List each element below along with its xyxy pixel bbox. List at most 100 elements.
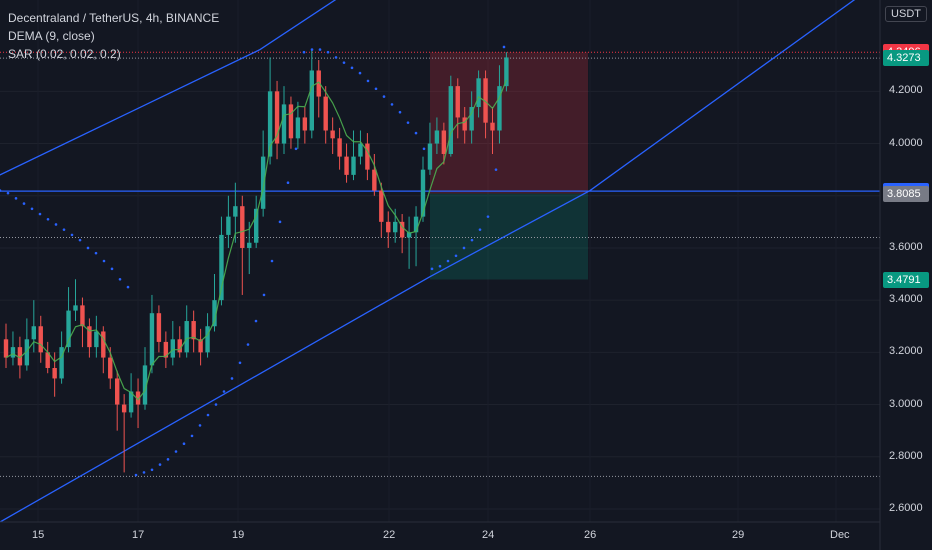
time-tick-label: Dec [830,529,850,541]
sar-dot [302,50,306,54]
candle-body [413,216,419,233]
candle-body [10,347,16,358]
sar-dot [134,473,138,477]
indicator-sar-label[interactable]: SAR (0.02, 0.02, 0.2) [8,47,121,61]
sar-dot [174,450,178,453]
candle-body [448,86,453,154]
candle-body [351,156,356,175]
candle-body [267,91,273,157]
candle-body [52,368,57,379]
sar-dot [198,424,202,427]
currency-button[interactable]: USDT [885,6,927,22]
dema-path [5,79,507,401]
candle-body [205,326,210,353]
candle-body [240,206,245,248]
sar-dot [206,413,210,417]
candle-body [476,78,481,108]
trend-channel[interactable] [0,0,930,523]
candle-body [254,208,259,243]
indicator-dema-label[interactable]: DEMA (9, close) [8,29,95,43]
stop-loss-zone [430,52,588,194]
sar-dot [190,434,194,438]
sar-dot [406,121,410,124]
time-tick-label: 15 [32,529,45,541]
price-badge-last: 4.3273 [883,50,929,67]
sar-dot [254,319,258,323]
candle-body [295,117,301,139]
candle-body [212,300,217,327]
sar-dot [182,442,186,446]
price-tick-label: 4.0000 [889,136,923,149]
sar-dot [30,207,34,211]
sar-dot [230,377,234,380]
candle-body [184,321,189,353]
chart-legend: Decentraland / TetherUS, 4h, BINANCE DEM… [8,9,219,63]
candle-body [393,221,398,233]
candle-body [170,339,175,358]
candle-body [434,130,440,144]
sar-dot [390,103,394,106]
candle-body [191,321,196,340]
candle-body [80,305,85,327]
sar-dot [342,61,346,64]
position-zones [430,52,588,280]
candle-body [59,347,64,379]
sar-dot [14,197,18,200]
sar-dot [46,217,50,221]
time-tick-label: 19 [232,529,245,541]
sar-dot [214,403,218,406]
price-tick-label: 2.8000 [889,449,923,462]
take-profit-zone [430,193,588,280]
price-tick-label: 2.6000 [889,501,923,514]
candle-body [247,242,252,248]
sar-dot [382,95,386,98]
sar-dot [486,215,490,218]
sar-dot [414,131,418,135]
sar-dot [478,228,482,231]
symbol-title[interactable]: Decentraland / TetherUS, 4h, BINANCE [8,11,220,25]
candle-body [156,313,162,342]
sar-dot [270,259,274,263]
candle-body [455,86,460,118]
sar-dot [222,390,226,393]
sar-dot [454,254,458,258]
sar-dot [54,223,58,226]
sar-dot [310,48,314,51]
sar-dot [22,202,26,205]
sar-dot [470,238,474,242]
candle-body [94,331,99,348]
price-tick-label: 3.0000 [889,397,923,410]
sar-dot [334,56,338,59]
candle-body [288,104,294,139]
price-tick-label: 3.6000 [889,240,923,253]
sar-dot [462,246,466,250]
candle-body [198,339,203,353]
sar-dot [62,228,66,231]
candle-body [379,190,384,222]
sar-dot [350,66,354,70]
candle-body [337,138,342,157]
candle-body [386,221,391,233]
sar-dot [70,233,74,237]
candle-body [344,156,349,175]
sar-dot [110,267,114,271]
candle-body [365,143,370,170]
price-tick-label: 3.2000 [889,345,923,358]
candle-body [427,143,433,170]
candle-body [497,86,502,131]
sar-dot [446,259,450,263]
candle-body [121,404,127,413]
sar-dot [318,48,322,51]
time-tick-label: 22 [383,529,396,541]
candle-body [115,378,120,405]
sar-dot [326,50,330,54]
candle-body [309,70,314,131]
candle-body [469,107,474,131]
sar-dot [294,147,298,151]
candle-body [441,130,447,154]
dema-line [5,79,507,401]
sar-dot [366,79,370,83]
candle-body [219,234,224,301]
price-tick-label: 3.4000 [889,293,923,306]
